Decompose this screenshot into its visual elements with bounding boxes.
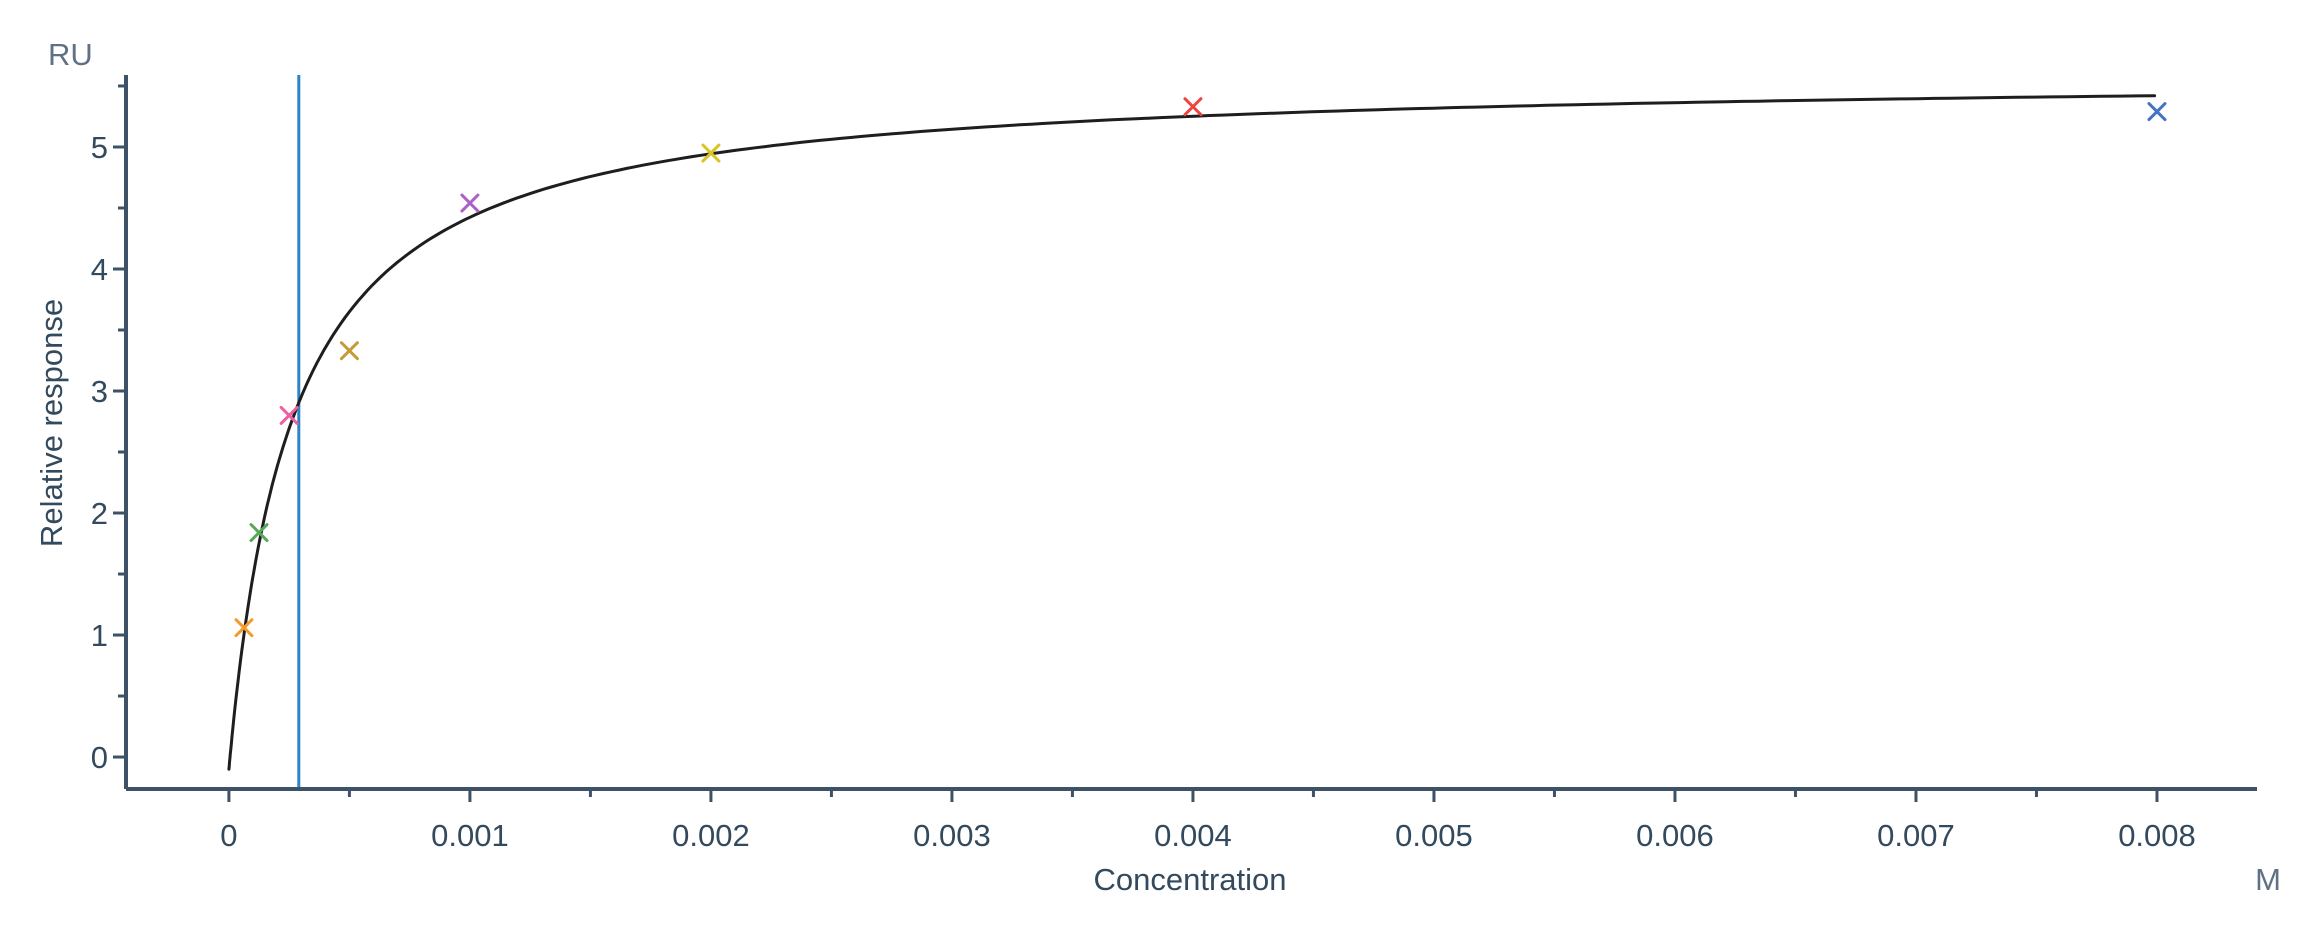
data-point-marker — [701, 143, 721, 163]
y-axis-title: Relative response — [34, 299, 69, 547]
x-axis-unit-label: M — [2255, 862, 2281, 897]
x-tick-label: 0.006 — [1636, 818, 1714, 853]
y-tick-label: 5 — [91, 130, 108, 165]
y-tick-label: 3 — [91, 374, 108, 409]
x-tick-label: 0 — [220, 818, 237, 853]
y-tick-label: 2 — [91, 496, 108, 531]
data-point-marker — [2147, 102, 2167, 122]
x-tick-label: 0.005 — [1395, 818, 1473, 853]
fit-curve — [227, 94, 2157, 771]
x-tick-label: 0.001 — [431, 818, 509, 853]
x-tick-label: 0.003 — [913, 818, 991, 853]
generated-plot-layer: 0 0.001 0.002 0.003 0.004 0.005 0.006 0.007 0.00… — [91, 75, 2257, 853]
x-tick-label: 0.007 — [1877, 818, 1955, 853]
x-tick-label: 0.002 — [672, 818, 750, 853]
data-point-marker — [339, 341, 359, 361]
y-tick-label: 4 — [91, 252, 108, 287]
y-tick-label: 1 — [91, 618, 108, 653]
x-tick-label: 0.004 — [1154, 818, 1232, 853]
y-tick-label: 0 — [91, 740, 108, 775]
data-point-marker — [249, 523, 269, 543]
y-axis-unit-label: RU — [48, 37, 93, 72]
x-tick-label: 0.008 — [2118, 818, 2196, 853]
data-point-marker — [1183, 97, 1203, 117]
data-point-marker — [460, 193, 480, 213]
x-axis-title: Concentration — [1093, 862, 1286, 897]
data-point-marker — [234, 618, 254, 638]
data-point-marker — [279, 405, 299, 425]
